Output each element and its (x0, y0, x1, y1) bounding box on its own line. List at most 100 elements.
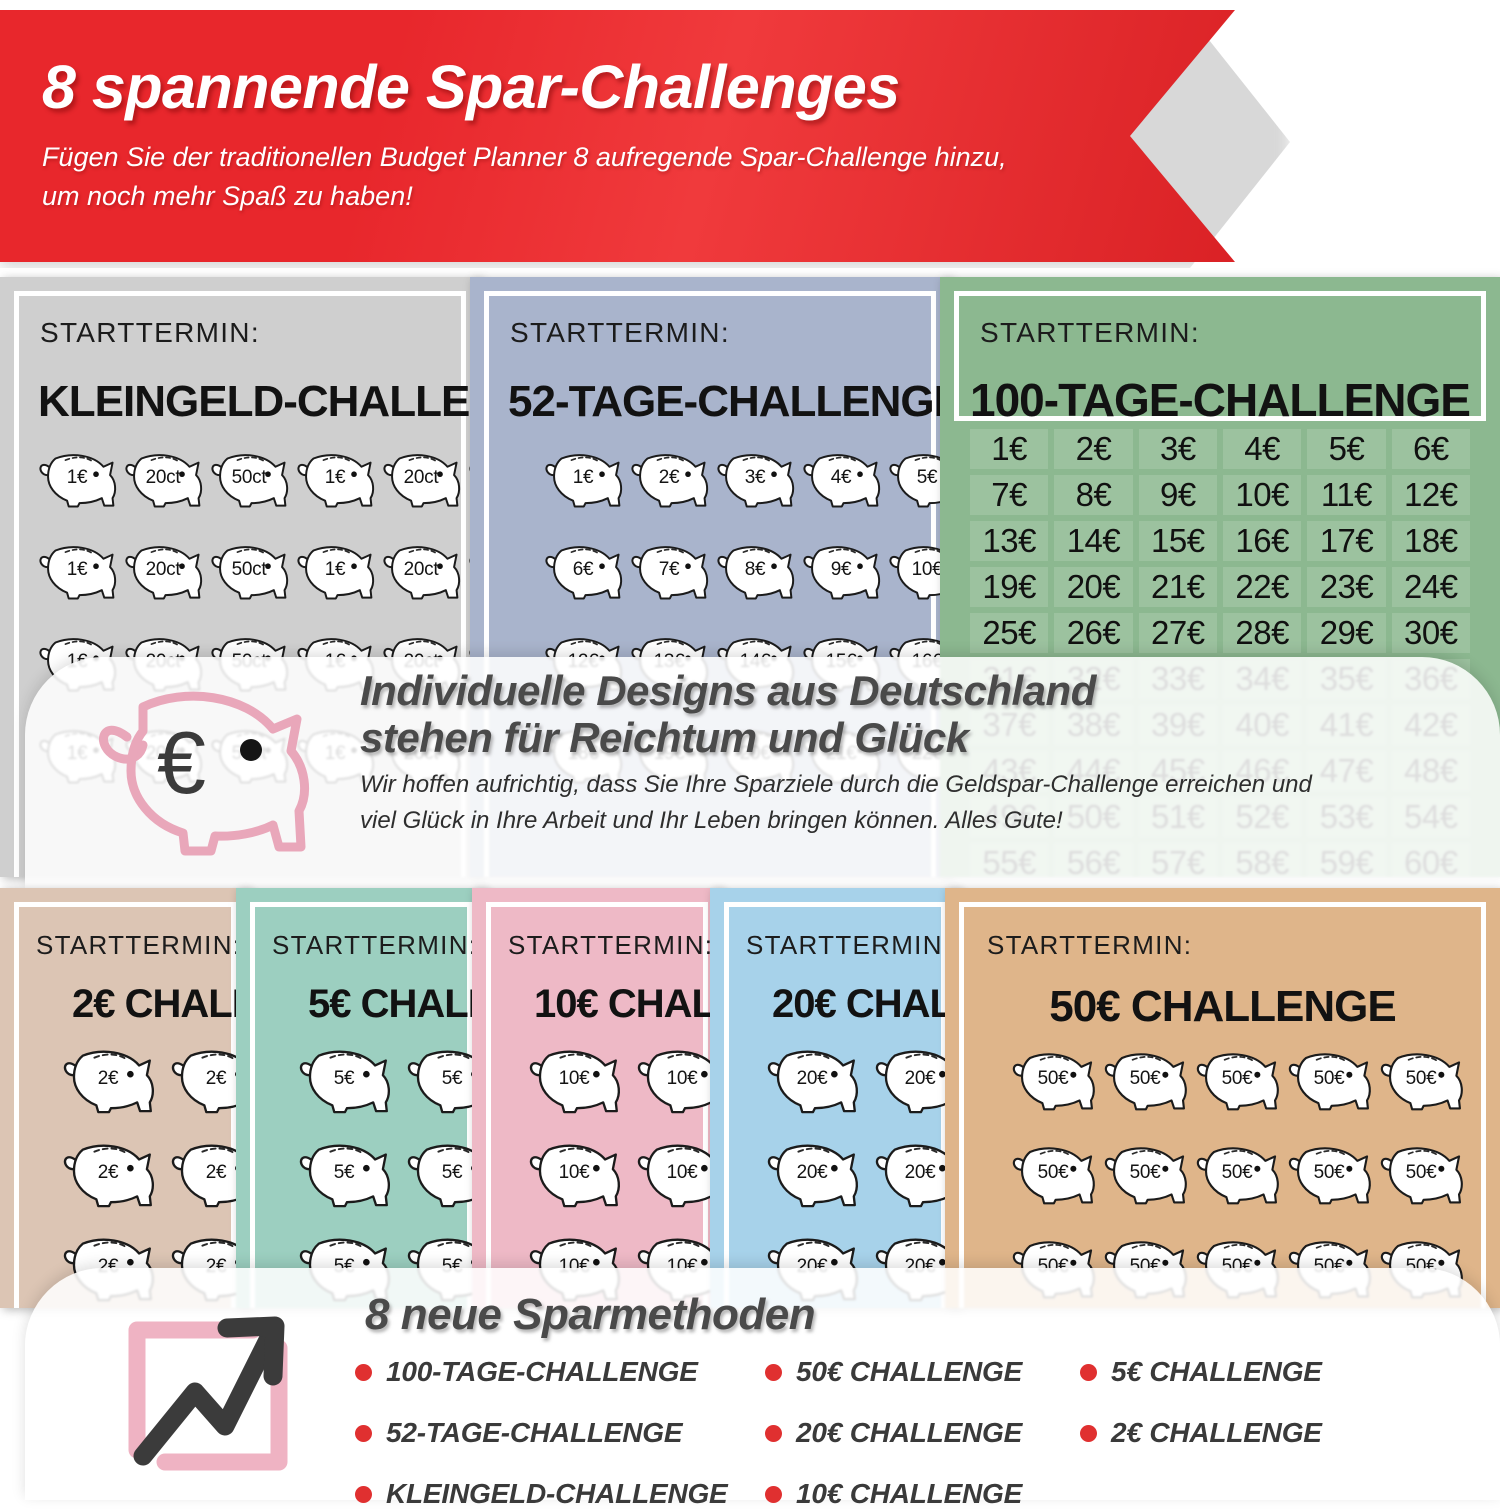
list-item: 10€ CHALLENGE (765, 1478, 1080, 1510)
amount-cell[interactable]: 26€ (1054, 613, 1133, 653)
amount-cell[interactable]: 10€ (1223, 475, 1302, 515)
amount-cell[interactable]: 14€ (1054, 521, 1133, 561)
amount-cell[interactable]: 15€ (1138, 521, 1217, 561)
sparmethoden-column: 100-TAGE-CHALLENGE 52-TAGE-CHALLENGE KLEIN… (355, 1356, 765, 1510)
list-item-label: 10€ CHALLENGE (796, 1478, 1023, 1509)
amount-cell[interactable]: 19€ (970, 567, 1049, 607)
starttermin-label: STARTTERMIN: (272, 930, 478, 960)
card-title: 20€ CHALLENGE (772, 982, 960, 1026)
piggy-bank-icon: 20€ (758, 1046, 866, 1116)
amount-cell[interactable]: 22€ (1223, 567, 1302, 607)
bullet-dot-icon (355, 1363, 372, 1381)
euro-symbol: € (157, 713, 206, 812)
list-item: 5€ CHALLENGE (1080, 1356, 1410, 1388)
starttermin-label: STARTTERMIN: (508, 930, 714, 960)
bullet-dot-icon (765, 1363, 782, 1381)
amount-cell[interactable]: 18€ (1391, 521, 1470, 561)
amount-cell[interactable]: 13€ (970, 521, 1049, 561)
piggy-bank-icon: 50€ (1375, 1140, 1467, 1210)
bullet-dot-icon (355, 1485, 372, 1503)
piggy-bank-icon: € (65, 671, 345, 876)
bullet-dot-icon (355, 1424, 372, 1442)
starttermin-label: STARTTERMIN: (510, 317, 730, 348)
mid-overlay-band: € Individuelle Designs aus Deutschland s… (25, 657, 1500, 889)
piggy-bank-icon: 10€ (628, 1046, 722, 1116)
mid-band-heading-line2: stehen für Reichtum und Glück (360, 714, 969, 762)
amount-cell[interactable]: 16€ (1223, 521, 1302, 561)
piggy-bank-icon: 6€ (540, 537, 626, 607)
list-item: 100-TAGE-CHALLENGE (355, 1356, 765, 1388)
piggy-bank-icon: 50€ (1191, 1140, 1283, 1210)
amount-cell[interactable]: 29€ (1307, 613, 1386, 653)
amount-cell[interactable]: 24€ (1391, 567, 1470, 607)
list-item-label: 2€ CHALLENGE (1111, 1417, 1322, 1448)
piggy-bank-icon: 1€ (34, 537, 120, 607)
bullet-dot-icon (765, 1424, 782, 1442)
card-20-euro-challenge[interactable]: STARTTERMIN: 20€ CHALLENGE 20€ 20€ 20€ 2… (710, 888, 960, 1308)
list-item-label: 5€ CHALLENGE (1111, 1356, 1322, 1387)
piggy-bank-icon: 1€ (292, 537, 378, 607)
mid-band-paragraph: Wir hoffen aufrichtig, dass Sie Ihre Spa… (360, 767, 1490, 839)
card-2-euro-challenge[interactable]: STARTTERMIN: 2€ CHALLENGE 2€ 2€ 2€ 2€ 2€… (0, 888, 250, 1308)
piggy-bank-icon: 50€ (1007, 1140, 1099, 1210)
card-frame (14, 291, 466, 877)
mid-band-text: Individuelle Designs aus Deutschland ste… (360, 667, 1490, 839)
piggy-bank-icon: 50€ (1099, 1046, 1191, 1116)
card-title: 2€ CHALLENGE (72, 982, 250, 1026)
piggy-bank-icon: 5€ (290, 1140, 398, 1210)
amount-cell[interactable]: 23€ (1307, 567, 1386, 607)
ribbon-shape (0, 10, 1235, 262)
amount-cell[interactable]: 8€ (1054, 475, 1133, 515)
amount-cell[interactable]: 7€ (970, 475, 1049, 515)
card-title: 50€ CHALLENGE (1049, 982, 1396, 1031)
amount-cell[interactable]: 27€ (1138, 613, 1217, 653)
list-item: 2€ CHALLENGE (1080, 1417, 1410, 1449)
starttermin-label: STARTTERMIN: (980, 317, 1200, 348)
amount-cell[interactable]: 28€ (1223, 613, 1302, 653)
piggy-bank-icon: 20ct (120, 445, 206, 515)
amount-cell[interactable]: 1€ (970, 429, 1049, 469)
amount-cell[interactable]: 3€ (1138, 429, 1217, 469)
amount-cell[interactable]: 6€ (1391, 429, 1470, 469)
amount-cell[interactable]: 30€ (1391, 613, 1470, 653)
bullet-dot-icon (1080, 1424, 1097, 1442)
starttermin-label: STARTTERMIN: (40, 317, 260, 348)
amount-cell[interactable]: 21€ (1138, 567, 1217, 607)
banner-subtitle-line1: Fügen Sie der traditionellen Budget Plan… (42, 142, 1007, 173)
amount-cell[interactable]: 20€ (1054, 567, 1133, 607)
amount-cell[interactable]: 25€ (970, 613, 1049, 653)
amount-cell[interactable]: 11€ (1307, 475, 1386, 515)
card-title: 5€ CHALLENGE (308, 982, 486, 1026)
piggy-bank-icon: 10€ (628, 1140, 722, 1210)
card-frame (954, 291, 1486, 421)
sparmethoden-column: 5€ CHALLENGE 2€ CHALLENGE (1080, 1356, 1410, 1510)
card-50-euro-challenge[interactable]: STARTTERMIN: 50€ CHALLENGE 50€ 50€ 50€ 5… (945, 888, 1500, 1308)
amount-cell[interactable]: 12€ (1391, 475, 1470, 515)
banner-subtitle-line2: um noch mehr Spaß zu haben! (42, 180, 413, 211)
piggy-bank-icon: 9€ (798, 537, 884, 607)
sparmethoden-column: 50€ CHALLENGE 20€ CHALLENGE 10€ CHALLENGE (765, 1356, 1080, 1510)
amount-cell[interactable]: 9€ (1138, 475, 1217, 515)
piggy-bank-icon: 7€ (626, 537, 712, 607)
card-5-euro-challenge[interactable]: STARTTERMIN: 5€ CHALLENGE 5€ 5€ 5€ 5€ 5€… (236, 888, 486, 1308)
amount-cell[interactable]: 4€ (1223, 429, 1302, 469)
piggy-bank-icon: 10€ (520, 1046, 628, 1116)
piggy-bank-icon: 50€ (1191, 1046, 1283, 1116)
amount-cell[interactable]: 5€ (1307, 429, 1386, 469)
card-10-euro-challenge[interactable]: STARTTERMIN: 10€ CHALLENGE 10€ 10€ 10€ 1… (472, 888, 722, 1308)
piggy-bank-icon: 20€ (758, 1140, 866, 1210)
piggy-bank-icon: 1€ (292, 445, 378, 515)
header-ribbon: 8 spannende Spar-Challenges Fügen Sie de… (0, 10, 1290, 268)
list-item: 20€ CHALLENGE (765, 1417, 1080, 1449)
piggy-bank-icon: 3€ (712, 445, 798, 515)
starttermin-label: STARTTERMIN: (746, 930, 952, 960)
growth-chart-icon (103, 1290, 313, 1485)
amount-cell[interactable]: 2€ (1054, 429, 1133, 469)
piggy-bank-icon: 20ct (378, 537, 464, 607)
ribbon-content: 8 spannende Spar-Challenges Fügen Sie de… (42, 56, 1162, 215)
amount-cell[interactable]: 17€ (1307, 521, 1386, 561)
piggy-bank-icon: 2€ (626, 445, 712, 515)
list-item: 50€ CHALLENGE (765, 1356, 1080, 1388)
piggy-bank-icon: 1€ (34, 445, 120, 515)
